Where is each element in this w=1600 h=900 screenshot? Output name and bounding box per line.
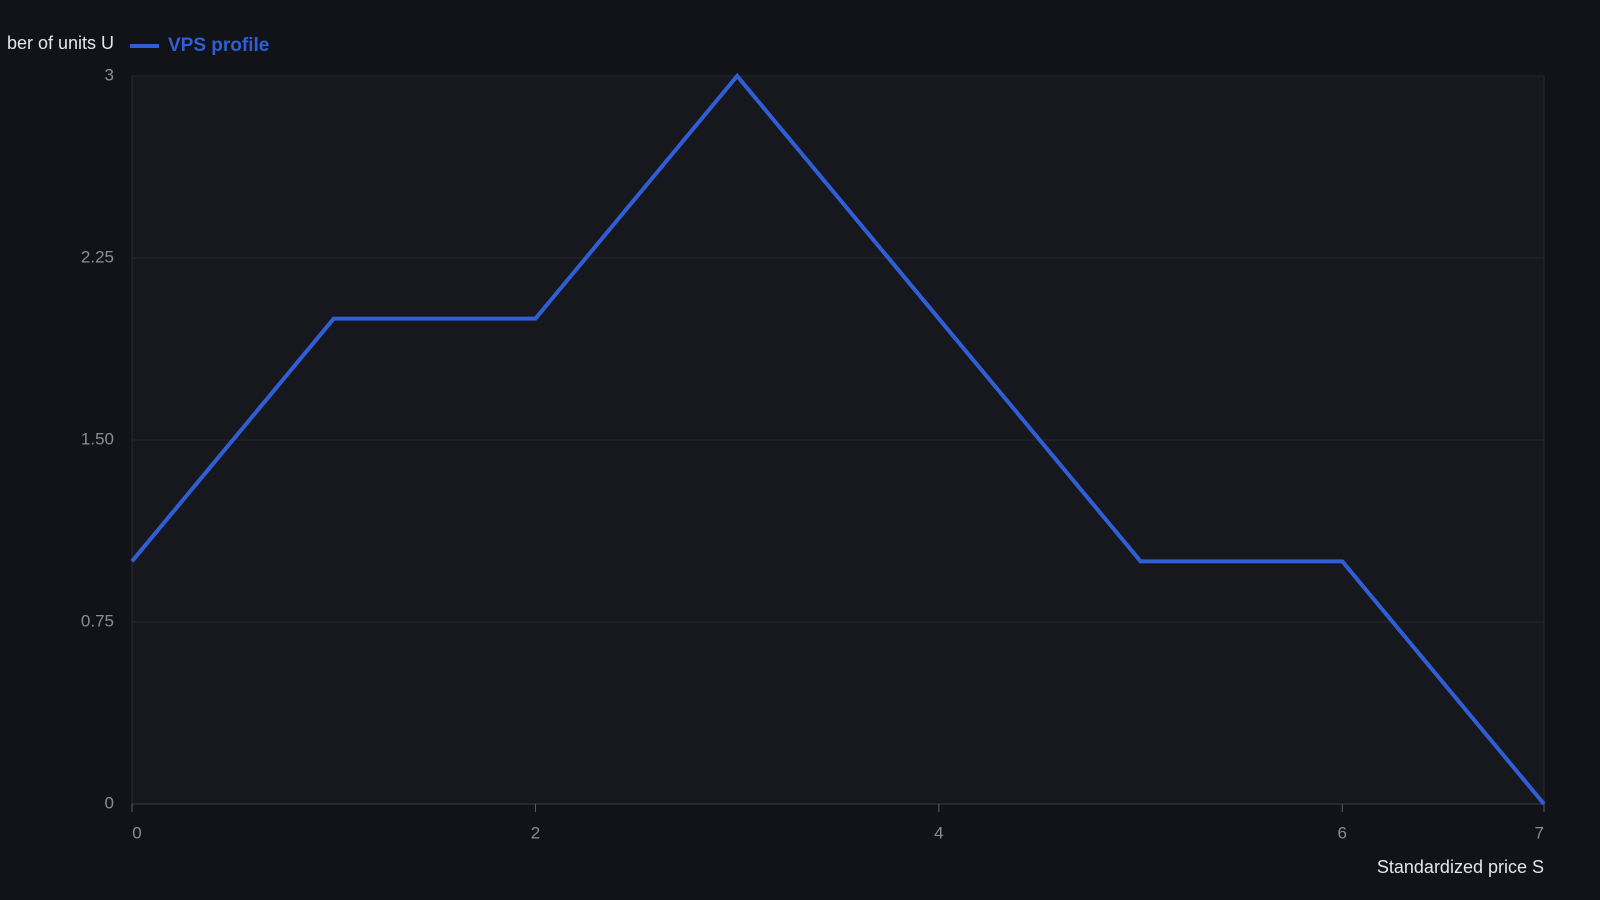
x-tick-label: 2 — [531, 823, 540, 842]
y-tick-label: 2.25 — [81, 247, 114, 266]
x-tick-label: 7 — [1535, 823, 1544, 842]
x-axis-title: Standardized price S — [1377, 857, 1544, 877]
legend-label[interactable]: VPS profile — [168, 35, 269, 56]
y-tick-label: 0.75 — [81, 611, 114, 630]
y-tick-label: 0 — [105, 793, 114, 812]
y-tick-label: 1.50 — [81, 429, 114, 448]
y-axis-title: ber of units U — [7, 33, 114, 53]
x-tick-label: 0 — [132, 823, 141, 842]
x-tick-label: 6 — [1338, 823, 1347, 842]
series-line — [130, 72, 1546, 806]
y-tick-label: 3 — [105, 65, 114, 84]
x-tick-label: 4 — [934, 823, 943, 842]
